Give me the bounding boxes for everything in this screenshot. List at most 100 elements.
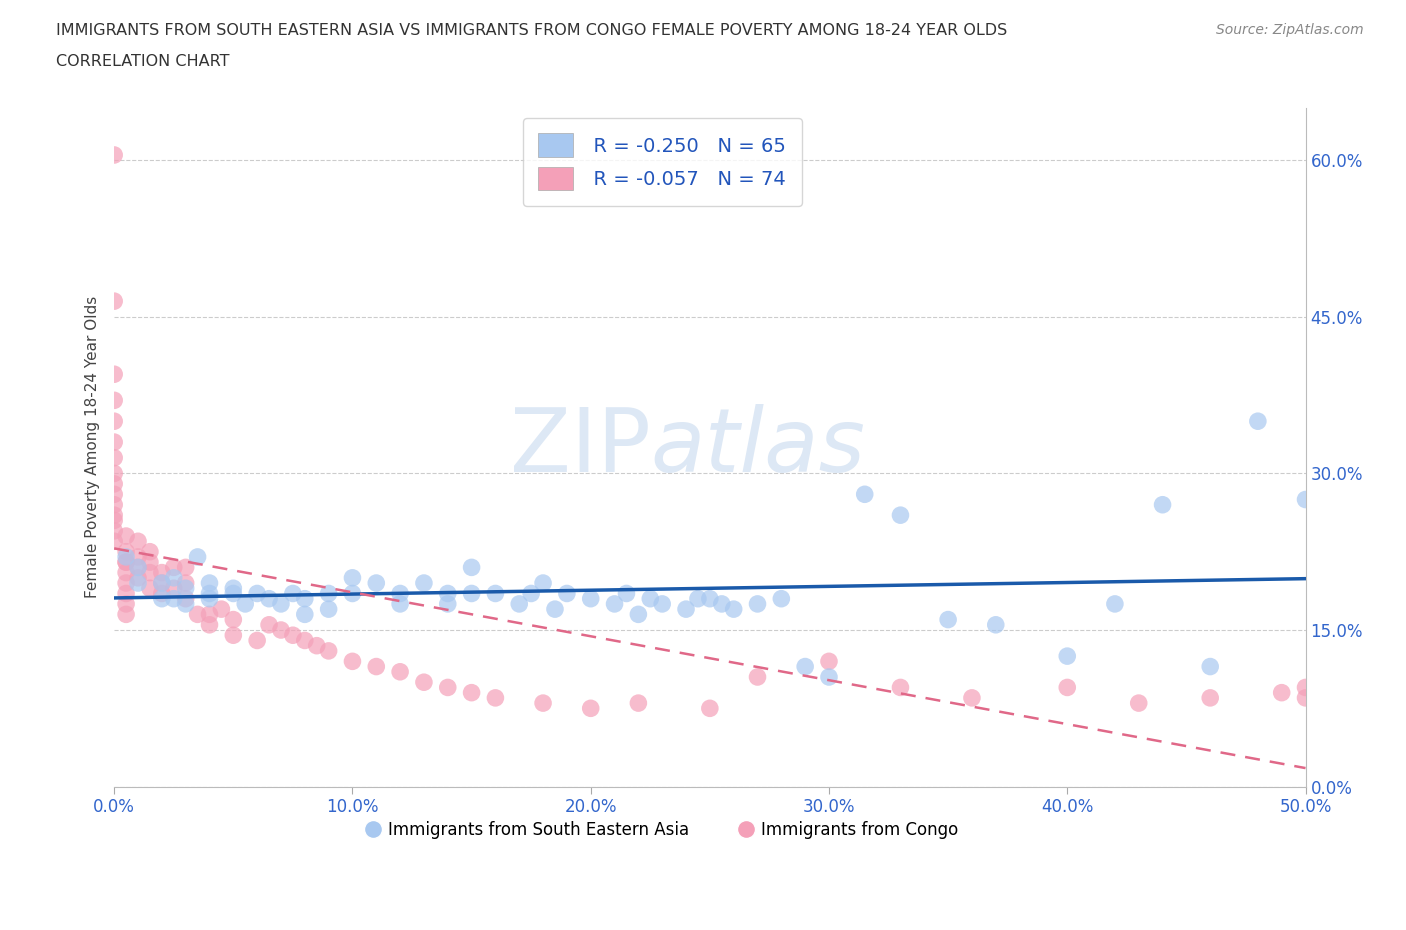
Point [318, 586, 340, 601]
Point [127, 560, 149, 575]
Point [150, 591, 173, 606]
Point [139, 544, 162, 559]
Point [544, 602, 567, 617]
Point [294, 591, 316, 606]
Point [984, 618, 1007, 632]
Point [603, 596, 626, 611]
Point [103, 366, 125, 381]
Point [103, 508, 125, 523]
Point [103, 434, 125, 449]
Text: atlas: atlas [651, 405, 865, 490]
Point [460, 560, 482, 575]
Point [627, 607, 650, 622]
Point [163, 581, 186, 596]
Point [579, 591, 602, 606]
Text: ZIP: ZIP [509, 404, 651, 491]
Point [103, 450, 125, 465]
Point [342, 570, 364, 585]
Point [103, 513, 125, 528]
Point [187, 550, 209, 565]
Point [531, 576, 554, 591]
Text: Source: ZipAtlas.com: Source: ZipAtlas.com [1216, 23, 1364, 37]
Point [484, 586, 506, 601]
Point [1152, 498, 1174, 512]
Point [257, 591, 280, 606]
Point [436, 596, 458, 611]
Point [103, 294, 125, 309]
Point [723, 602, 745, 617]
Point [198, 591, 221, 606]
Point [1295, 492, 1317, 507]
Point [366, 576, 388, 591]
Point [1056, 649, 1078, 664]
Point [174, 591, 197, 606]
Point [294, 607, 316, 622]
Point [294, 633, 316, 648]
Point [305, 638, 328, 653]
Point [342, 586, 364, 601]
Point [127, 534, 149, 549]
Point [436, 586, 458, 601]
Point [1199, 659, 1222, 674]
Point [233, 596, 256, 611]
Point [770, 591, 793, 606]
Point [389, 596, 412, 611]
Point [413, 675, 436, 690]
Point [103, 498, 125, 512]
Point [127, 560, 149, 575]
Point [484, 690, 506, 705]
Point [103, 534, 125, 549]
Point [699, 591, 721, 606]
Point [127, 570, 149, 585]
Point [270, 622, 292, 637]
Point [139, 554, 162, 569]
Text: IMMIGRANTS FROM SOUTH EASTERN ASIA VS IMMIGRANTS FROM CONGO FEMALE POVERTY AMONG: IMMIGRANTS FROM SOUTH EASTERN ASIA VS IM… [56, 23, 1008, 38]
Point [257, 618, 280, 632]
Point [1247, 414, 1270, 429]
Point [163, 570, 186, 585]
Point [198, 618, 221, 632]
Point [115, 607, 138, 622]
Text: CORRELATION CHART: CORRELATION CHART [56, 54, 229, 69]
Point [818, 670, 841, 684]
Point [520, 586, 543, 601]
Point [1199, 690, 1222, 705]
Point [174, 581, 197, 596]
Point [150, 565, 173, 580]
Point [198, 576, 221, 591]
Point [127, 576, 149, 591]
Point [531, 696, 554, 711]
Point [115, 586, 138, 601]
Point [115, 550, 138, 565]
Point [818, 654, 841, 669]
Point [115, 528, 138, 543]
Point [1104, 596, 1126, 611]
Point [579, 701, 602, 716]
Point [187, 607, 209, 622]
Point [436, 680, 458, 695]
Point [115, 565, 138, 580]
Point [889, 680, 911, 695]
Point [127, 550, 149, 565]
Point [1295, 690, 1317, 705]
Point [103, 466, 125, 481]
Point [222, 612, 245, 627]
Point [936, 612, 959, 627]
Point [150, 576, 173, 591]
Point [103, 476, 125, 491]
Point [103, 486, 125, 501]
Point [198, 586, 221, 601]
Point [103, 392, 125, 407]
Point [246, 633, 269, 648]
Point [150, 576, 173, 591]
Point [960, 690, 983, 705]
Point [281, 628, 304, 643]
Point [460, 586, 482, 601]
Point [163, 560, 186, 575]
Point [675, 602, 697, 617]
Point [222, 586, 245, 601]
Point [281, 586, 304, 601]
Point [115, 576, 138, 591]
Point [115, 554, 138, 569]
Point [270, 596, 292, 611]
